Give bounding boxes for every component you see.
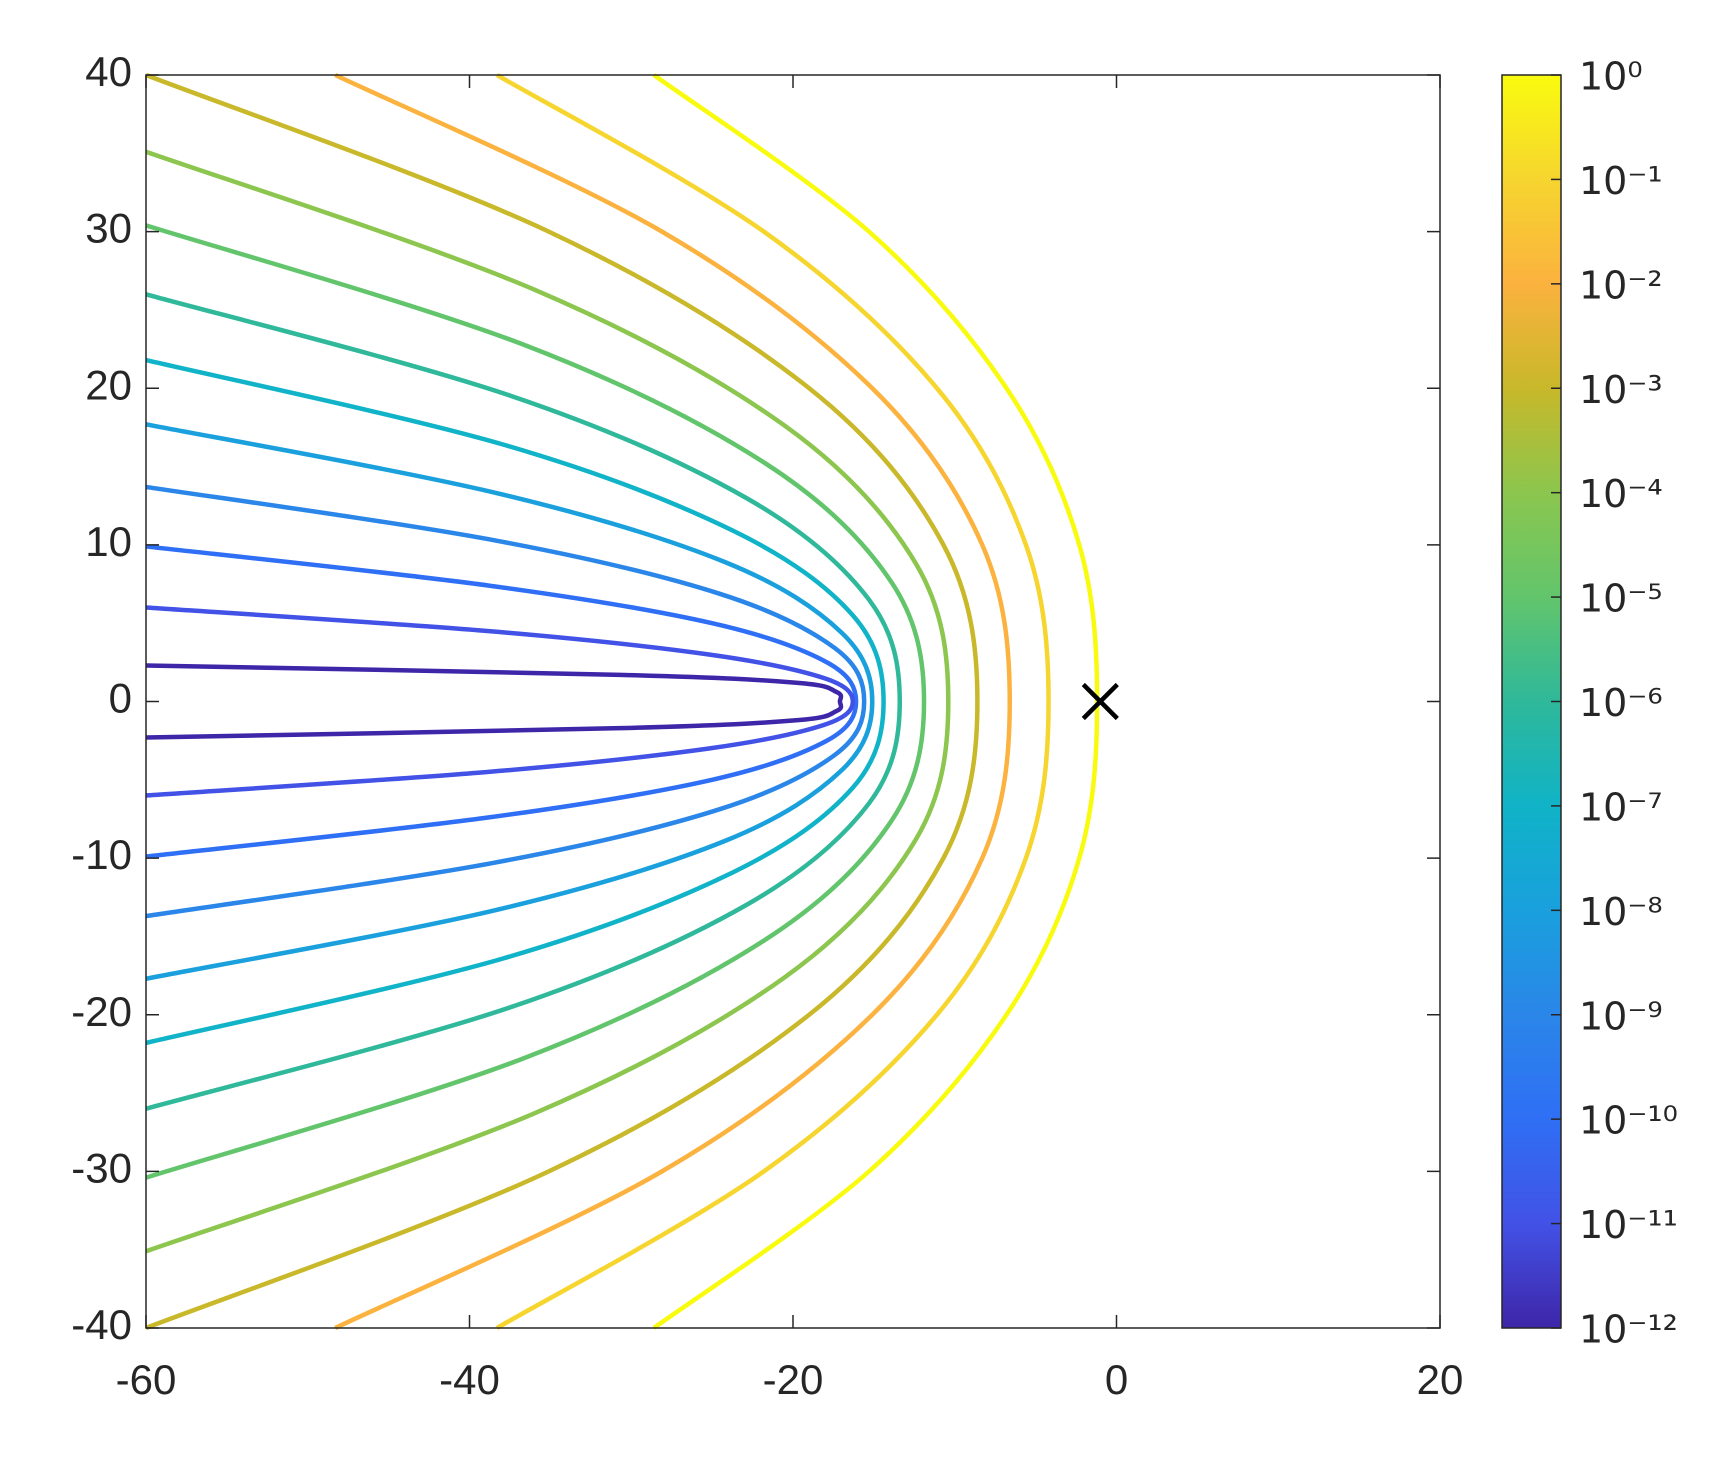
colorbar-tick-label: 10⁻⁷ <box>1579 785 1663 829</box>
y-tick-label: -30 <box>71 1144 132 1191</box>
x-tick-label: -40 <box>439 1356 500 1403</box>
contour-line <box>145 605 856 798</box>
contour-line <box>145 149 951 1254</box>
y-tick-label: 0 <box>109 675 132 722</box>
contour-line <box>145 544 859 859</box>
colorbar-tick-label: 10⁻¹¹ <box>1579 1203 1678 1247</box>
x-tick-label: 20 <box>1417 1356 1464 1403</box>
colorbar-tick-label: 10⁻¹⁰ <box>1579 1099 1678 1143</box>
colorbar-tick-label: 10⁻⁴ <box>1579 472 1663 516</box>
contour-line <box>145 292 903 1111</box>
axes-box <box>145 74 1441 1329</box>
y-tick-label: 40 <box>85 48 132 95</box>
colorbar-tick-label: 10⁻² <box>1579 263 1663 307</box>
colorbar-tick-label: 10⁻⁹ <box>1579 994 1663 1038</box>
x-tick-label: -20 <box>763 1356 824 1403</box>
x-tick-label: -60 <box>116 1356 177 1403</box>
y-tick-label: -40 <box>71 1301 132 1348</box>
colorbar-tick-label: 10⁻⁸ <box>1579 890 1663 934</box>
y-tick-label: -10 <box>71 831 132 878</box>
colorbar-tick-label: 10⁻⁵ <box>1579 577 1663 621</box>
colorbar-tick-label: 10⁻¹ <box>1579 159 1663 203</box>
y-tick-label: 30 <box>85 205 132 252</box>
contour-line <box>145 72 980 1331</box>
contour-line <box>145 663 844 740</box>
plot-area: -60 -40 -20 0 20 -40 -30 -20 -10 0 10 20 30 40 <box>71 48 1463 1403</box>
marker <box>1081 682 1119 721</box>
y-tick-label: 10 <box>85 518 132 565</box>
x-tick-label: 0 <box>1105 1356 1128 1403</box>
contour-line <box>145 422 875 981</box>
colorbar-tick-label: 10⁻⁶ <box>1579 681 1663 725</box>
contour-line <box>652 73 1100 1330</box>
contour-line <box>145 484 867 919</box>
y-tick-label: 20 <box>85 361 132 408</box>
colorbar-tick-label: 10⁰ <box>1579 55 1643 99</box>
colorbar: 10⁻¹² 10⁻¹¹ 10⁻¹⁰ 10⁻⁹ 10⁻⁸ 10⁻⁷ 10⁻⁶ 10⁻⁵ 10⁻⁴ 1… <box>1501 55 1678 1352</box>
colorbar-tick-label: 10⁻¹² <box>1579 1308 1678 1352</box>
contour-line <box>334 72 1012 1331</box>
contour-line <box>145 357 886 1046</box>
contour-line <box>145 223 927 1180</box>
y-tick-label: -20 <box>71 988 132 1035</box>
contour-line <box>495 73 1051 1330</box>
colorbar-tick-label: 10⁻³ <box>1579 368 1663 412</box>
